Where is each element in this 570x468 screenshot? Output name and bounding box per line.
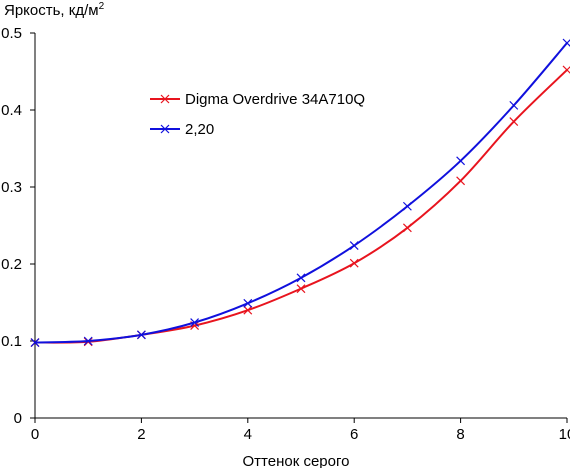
x-tick-label: 4 (244, 426, 252, 443)
y-tick-label: 0.4 (1, 102, 22, 119)
series-2 (30, 38, 570, 347)
x-tick-label: 6 (350, 426, 358, 443)
y-ticks: 0 0.1 0.2 0.3 0.4 0.5 (1, 25, 35, 427)
data-point-marker (349, 258, 359, 268)
data-point-marker (30, 338, 40, 347)
y-axis-label-superscript: 2 (99, 1, 105, 12)
series-line (34, 69, 568, 344)
x-tick-label: 2 (137, 426, 145, 443)
data-point-marker (349, 241, 359, 250)
data-point-marker (402, 223, 412, 233)
data-point-marker (562, 65, 570, 75)
legend-label: 2,20 (185, 121, 214, 138)
data-point-marker (136, 330, 146, 340)
data-point-marker (243, 305, 253, 315)
y-tick-label: 0 (14, 410, 22, 427)
y-axis-label: Яркость, кд/м2 (4, 1, 105, 19)
series-line (34, 42, 568, 344)
data-point-marker (190, 318, 200, 327)
legend-entry: 2,20 (150, 121, 214, 138)
legend-swatch-marker (160, 94, 170, 104)
x-tick-label: 8 (456, 426, 464, 443)
data-point-marker (243, 298, 253, 308)
legend: Digma Overdrive 34A710Q 2,20 (150, 91, 365, 138)
data-point-marker (509, 100, 519, 110)
data-point-marker (456, 156, 466, 166)
data-point-marker (402, 201, 412, 211)
legend-swatch-marker (160, 124, 170, 134)
data-point-marker (509, 117, 519, 126)
series-1 (30, 65, 570, 347)
x-ticks: 0 2 4 6 8 10 (31, 418, 570, 443)
series-lines (30, 38, 570, 347)
data-point-marker (296, 273, 306, 283)
y-tick-label: 0.3 (1, 179, 22, 196)
x-axis-label: Оттенок серого (243, 453, 350, 468)
data-point-marker (296, 284, 306, 294)
legend-entry: Digma Overdrive 34A710Q (150, 91, 365, 108)
data-point-marker (456, 176, 466, 186)
y-tick-label: 0.1 (1, 333, 22, 350)
y-tick-label: 0.5 (1, 25, 22, 42)
x-tick-label: 0 (31, 426, 39, 443)
legend-label: Digma Overdrive 34A710Q (185, 91, 365, 108)
data-point-marker (83, 336, 93, 346)
y-tick-label: 0.2 (1, 256, 22, 273)
x-tick-label: 10 (559, 426, 570, 443)
data-point-marker (562, 38, 570, 48)
